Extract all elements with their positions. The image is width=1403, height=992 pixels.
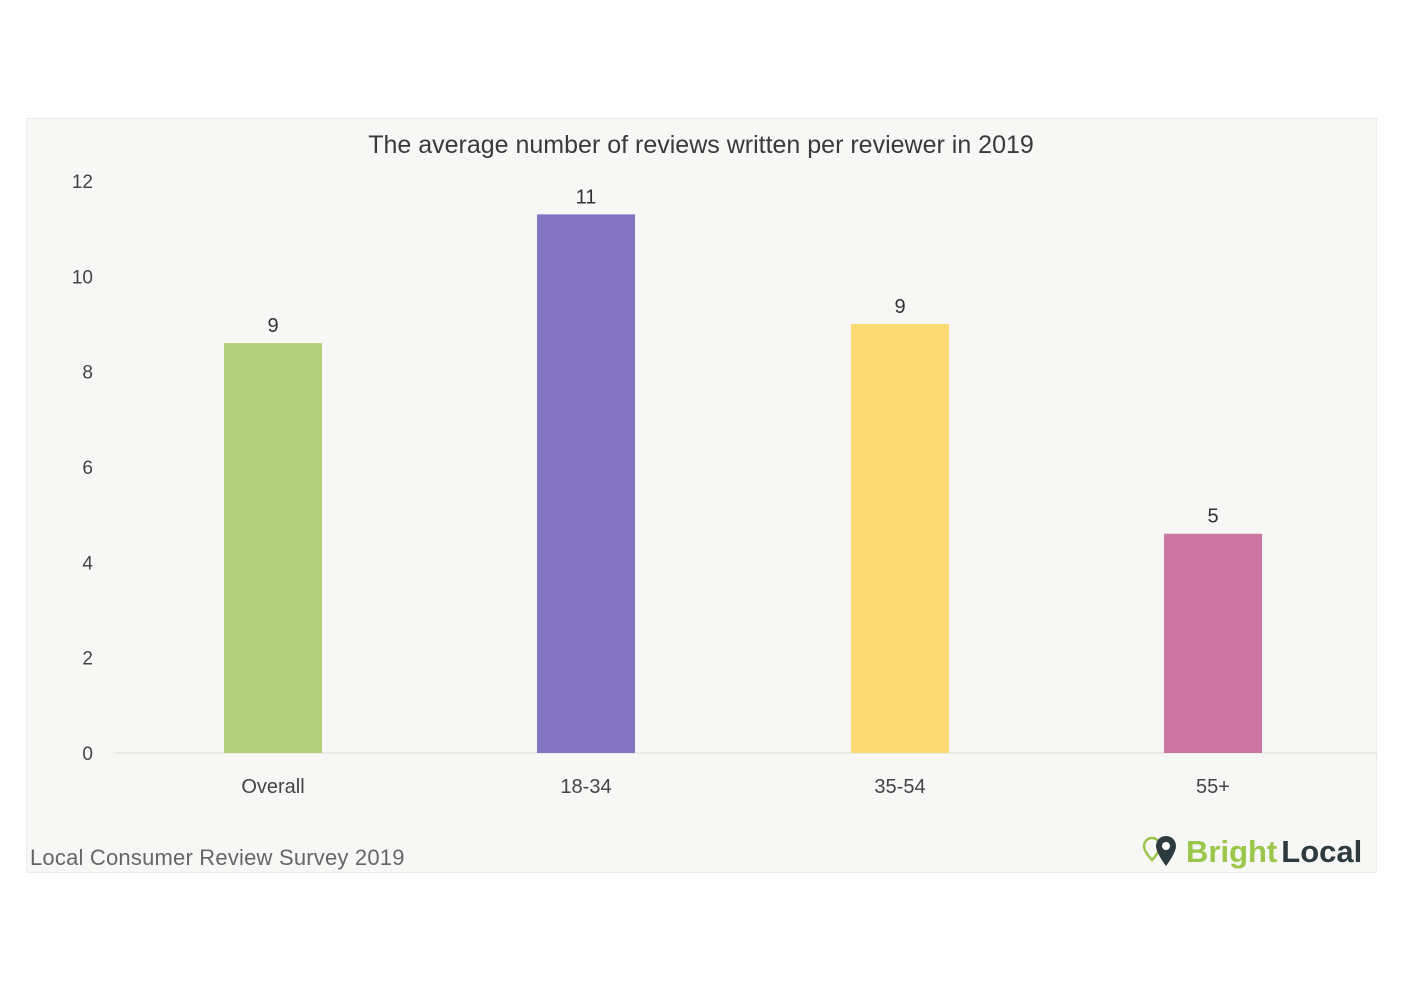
y-axis-ticks: 0 2 4 6 8 10 12: [72, 172, 94, 765]
brand-name-part1: Bright: [1186, 834, 1278, 869]
data-label: 11: [576, 186, 597, 208]
bar-0: [224, 343, 322, 753]
x-tick-label: 18-34: [560, 776, 611, 798]
y-tick-label: 2: [82, 649, 93, 670]
x-tick-label: 35-54: [874, 776, 925, 798]
bar-1: [537, 214, 635, 753]
y-tick-label: 10: [72, 267, 93, 288]
chart-title: The average number of reviews written pe…: [368, 131, 1034, 159]
source-caption: Local Consumer Review Survey 2019: [30, 845, 405, 870]
x-axis-ticks: Overall 18-34 35-54 55+: [241, 776, 1230, 798]
bar-2: [851, 324, 949, 753]
data-label: 9: [267, 315, 278, 337]
data-label: 5: [1207, 506, 1218, 528]
y-tick-label: 4: [82, 553, 93, 574]
y-tick-label: 8: [82, 363, 93, 384]
bar-3: [1164, 533, 1262, 753]
brand-name-part2: Local: [1281, 834, 1363, 869]
data-label: 9: [894, 296, 905, 318]
y-tick-label: 12: [72, 172, 93, 193]
brand-logo: Bright Local: [1142, 832, 1362, 872]
map-pin-icon: [1142, 836, 1176, 866]
bars: [224, 214, 1262, 753]
y-tick-label: 0: [82, 744, 93, 765]
y-tick-label: 6: [82, 458, 93, 479]
x-tick-label: Overall: [241, 776, 304, 798]
data-labels: 9 11 9 5: [267, 186, 1218, 527]
x-tick-label: 55+: [1196, 776, 1230, 798]
